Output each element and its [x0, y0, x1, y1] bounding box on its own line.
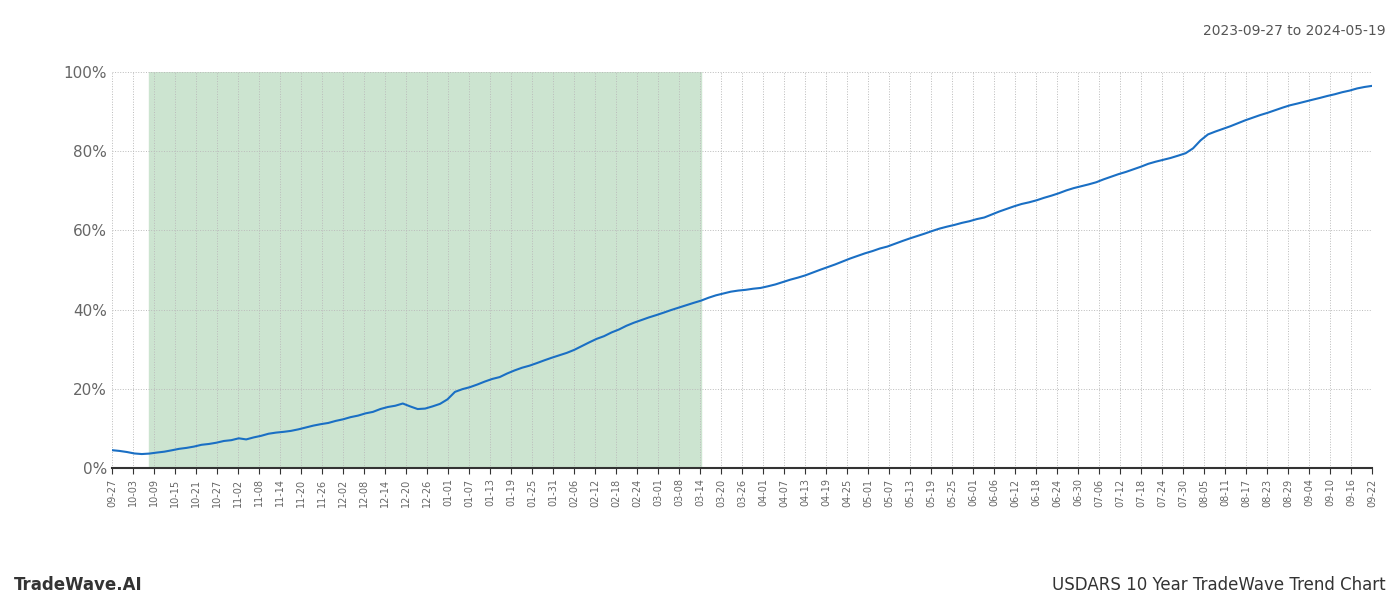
Text: USDARS 10 Year TradeWave Trend Chart: USDARS 10 Year TradeWave Trend Chart	[1053, 576, 1386, 594]
Text: TradeWave.AI: TradeWave.AI	[14, 576, 143, 594]
Bar	[150, 72, 701, 468]
Text: 2023-09-27 to 2024-05-19: 2023-09-27 to 2024-05-19	[1204, 24, 1386, 38]
